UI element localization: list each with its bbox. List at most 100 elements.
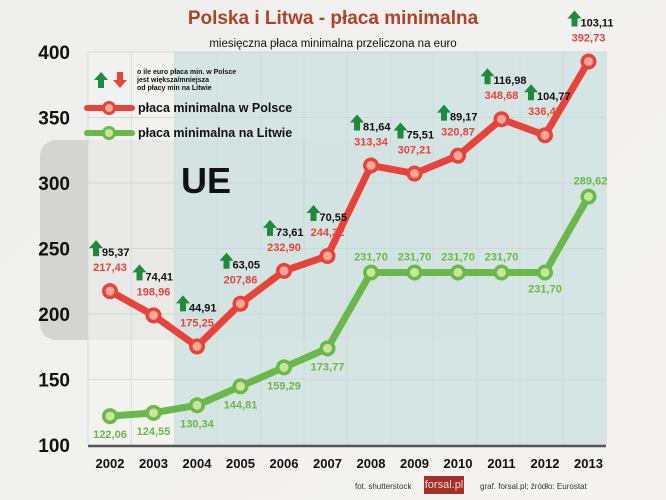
y-tick-label: 100 (38, 436, 70, 457)
difference-value-label: 73,61 (276, 227, 304, 239)
x-tick-label: 2011 (487, 456, 515, 471)
difference-value-label: 63,05 (233, 260, 261, 272)
poland-value-label: 175,25 (180, 317, 214, 329)
arrow-up-icon (437, 104, 451, 121)
lithuania-value-label: 231,70 (354, 251, 388, 263)
arrow-up-icon (480, 68, 495, 85)
poland-marker-inner (323, 251, 332, 261)
lithuania-marker-inner (366, 267, 376, 277)
chart-subtitle: miesięczna płaca minimalna przeliczona n… (209, 38, 457, 50)
x-tick-label: 2008 (357, 456, 386, 471)
lithuania-marker-inner (497, 267, 506, 277)
arrow-up-icon (567, 10, 582, 27)
difference-value-label: 44,91 (189, 302, 217, 314)
poland-marker-inner (192, 341, 202, 351)
arrow-up-icon (263, 219, 277, 236)
legend-marker-lithuania-inner (105, 129, 113, 137)
lithuania-marker-inner (105, 411, 115, 421)
difference-value-label: 116,98 (494, 75, 527, 87)
poland-value-label: 313,34 (354, 137, 389, 149)
y-tick-label: 150 (38, 371, 70, 392)
lithuania-value-label: 231,70 (528, 283, 562, 295)
arrow-up-icon (393, 122, 408, 139)
y-tick-label: 300 (38, 174, 70, 195)
poland-marker-inner (236, 299, 245, 309)
y-tick-label: 250 (38, 240, 70, 261)
legend-arrow-note: o ile euro płaca min. w Polsce jest więk… (137, 69, 237, 92)
x-tick-label: 2009 (400, 456, 429, 471)
difference-value-label: 81,64 (363, 122, 391, 134)
x-tick-label: 2005 (226, 456, 255, 471)
lithuania-value-label: 124,55 (137, 426, 171, 438)
arrow-up-icon (350, 114, 364, 131)
difference-value-label: 103,11 (581, 18, 614, 30)
lithuania-marker-inner (540, 267, 550, 277)
difference-value-label: 70,55 (320, 212, 348, 224)
lithuania-marker-inner (236, 381, 245, 391)
poland-value-label: 217,43 (93, 262, 127, 274)
lithuania-value-label: 173,77 (311, 361, 345, 373)
poland-value-label: 232,90 (267, 242, 301, 254)
eu-label: UE (181, 160, 232, 201)
difference-value-label: 95,37 (102, 247, 130, 259)
poland-value-label: 348,68 (485, 90, 519, 102)
x-tick-label: 2002 (96, 456, 125, 471)
legend-arrow-down-icon (113, 72, 127, 88)
y-tick-label: 350 (38, 109, 70, 130)
lithuania-marker-inner (149, 408, 158, 418)
lithuania-value-label: 130,34 (180, 418, 215, 430)
legend-marker-poland-inner (105, 104, 113, 112)
poland-marker-inner (410, 169, 419, 179)
arrow-up-icon (132, 264, 147, 281)
poland-value-label: 392,73 (572, 33, 606, 45)
photo-credit: fot. shutterstock (355, 482, 412, 491)
poland-marker-inner (453, 151, 463, 161)
x-tick-label: 2010 (444, 456, 473, 471)
source-credit: graf. forsal.pl; źródło: Eurostat (480, 482, 587, 491)
poland-value-label: 198,96 (137, 286, 171, 298)
arrow-up-icon (176, 295, 190, 312)
lithuania-marker-inner (584, 192, 593, 202)
lithuania-value-label: 144,81 (224, 399, 258, 411)
poland-marker-inner (540, 130, 550, 140)
y-tick-label: 400 (38, 43, 70, 64)
x-tick-label: 2006 (270, 456, 299, 471)
x-tick-label: 2003 (139, 456, 168, 471)
x-tick-label: 2004 (183, 456, 213, 471)
legend-label-poland: płaca minimalna w Polsce (138, 101, 293, 115)
lithuania-value-label: 231,70 (398, 251, 432, 263)
arrow-up-icon (89, 240, 103, 257)
difference-value-label: 75,51 (407, 130, 435, 142)
legend-arrow-up-icon (94, 72, 108, 88)
arrow-up-icon (306, 204, 321, 221)
poland-marker-inner (149, 310, 158, 320)
poland-value-label: 307,21 (398, 145, 432, 157)
poland-marker-inner (497, 114, 506, 124)
lithuania-marker-inner (323, 343, 332, 353)
poland-value-label: 336,47 (528, 106, 562, 118)
lithuania-value-label: 122,06 (93, 429, 127, 441)
legend-label-lithuania: płaca minimalna na Litwie (138, 126, 293, 140)
poland-value-label: 244,32 (311, 227, 345, 239)
poland-marker-inner (366, 161, 376, 171)
lithuania-value-label: 289,62 (574, 176, 608, 188)
x-tick-label: 2012 (531, 456, 560, 471)
difference-value-label: 74,41 (146, 271, 174, 283)
difference-value-label: 89,17 (450, 112, 478, 124)
lithuania-marker-inner (453, 267, 463, 277)
lithuania-marker-inner (192, 400, 202, 410)
y-tick-label: 200 (38, 305, 70, 326)
arrow-up-icon (524, 84, 538, 101)
poland-marker-inner (279, 266, 289, 276)
lithuania-value-label: 231,70 (485, 251, 519, 263)
chart-title: Polska i Litwa - płaca minimalna (187, 8, 479, 29)
x-tick-label: 2013 (574, 456, 603, 471)
lithuania-value-label: 159,29 (267, 380, 301, 392)
poland-marker-inner (584, 57, 593, 67)
poland-value-label: 207,86 (224, 275, 258, 287)
forsal-logo: forsal.pl (424, 476, 464, 494)
arrow-up-icon (219, 252, 234, 269)
x-tick-label: 2007 (313, 456, 342, 471)
lithuania-value-label: 231,70 (441, 251, 475, 263)
